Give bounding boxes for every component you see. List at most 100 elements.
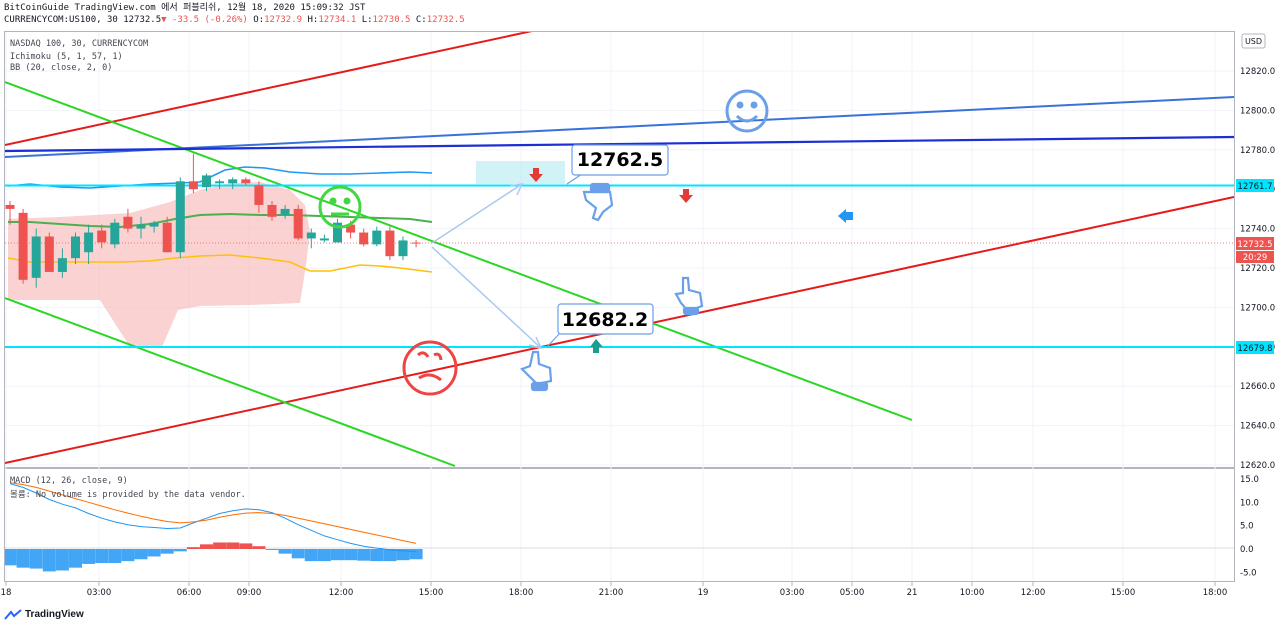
candle-body [254,185,264,205]
macd-histogram-bar [16,549,30,568]
currency-button-label: USD [1245,37,1262,46]
tradingview-logo-icon [4,609,22,620]
down-arrow-marker-1 [529,168,543,182]
macd-histogram-bar [95,549,109,563]
candle-body [267,204,277,217]
macd-histogram-bar [370,549,384,562]
candle-body [385,230,395,257]
publish-info: BitCoinGuide TradingView.com 에서 퍼블리쉬, 12… [4,3,366,13]
change-text: ▼ -33.5 (-0.26%) [161,15,248,25]
candle-body [188,181,198,190]
callout-upper-text: 12762.5 [577,149,664,171]
macd-tick-label: 10.0 [1240,498,1259,508]
ichimoku-legend[interactable]: Ichimoku (5, 1, 57, 1) [10,52,123,62]
projection-down-arrow [431,246,542,349]
green-resistance-line [5,81,913,421]
price-tick-label: 12640.0 [1240,422,1275,432]
pointing-hand-icon-upper [582,182,614,222]
symbol-legend[interactable]: NASDAQ 100, 30, CURRENCYCOM [10,39,149,49]
macd-histogram-bar [173,549,187,552]
price-axis[interactable]: 12620.012640.012660.012680.012700.012720… [1240,67,1275,471]
volume-note: 볼륨: No volume is provided by the data ve… [10,490,246,500]
time-tick-label: 12:00 [1021,588,1046,598]
macd-histogram-bar [344,549,358,561]
candles [5,153,421,288]
callout-upper: 12762.5 [566,144,669,185]
sad-face-icon [402,340,458,396]
time-tick-label: 21 [907,588,918,598]
macd-histogram-bar [239,543,253,549]
callout-lower: 12682.2 [546,303,654,348]
candle-body [57,258,67,272]
bb-upper-band [7,166,433,189]
macd-legend[interactable]: MACD (12, 26, close, 9) [10,476,128,486]
candle-body [293,208,303,239]
time-axis[interactable]: 18 03:00 06:00 09:00 12:00 15:00 18:00 21:00 19 0… [1,582,1228,598]
macd-histogram-bar [396,549,410,561]
macd-histogram-bar [317,549,331,562]
lower-level-tag: 12679.8 [1236,341,1274,354]
macd-tick-label: 5.0 [1240,522,1254,532]
candle-body [71,236,80,259]
candle-body [398,240,408,257]
time-tick-label: 05:00 [840,588,865,598]
last-price-tag-text: 12732.5 [1237,240,1272,250]
upper-level-tag: 12761.7 [1236,179,1274,192]
candle-body [372,230,382,245]
countdown-tag-text: 20:29 [1243,253,1268,263]
red-channel-top [5,32,533,146]
macd-histogram-bar [252,546,266,549]
price-tick-label: 12620.0 [1240,461,1275,471]
currency-button[interactable]: USD [1241,33,1266,49]
macd-histogram-bar [278,549,292,554]
ohlc-info-line: CURRENCYCOM:US100, 30 12732.5▼ -33.5 (-0… [4,15,465,26]
candle-body [84,232,94,253]
candle-body [175,181,185,253]
candle-body [202,175,211,188]
time-tick-label: 21:00 [599,588,624,598]
candle-body [280,208,290,215]
projection-up-arrow [431,183,523,244]
projection-up-arrow-head [509,183,524,196]
time-tick-label: 18:00 [1203,588,1228,598]
price-tick-label: 12800.0 [1240,106,1275,116]
high-value: 12734.1 [318,15,357,25]
macd-histogram-bar [383,549,397,562]
candle-body [5,204,15,209]
candle-body [228,179,238,184]
candle-body [346,224,356,233]
macd-histogram-bar [186,547,200,549]
low-label: L: [361,15,373,25]
candle-body [31,236,41,278]
macd-histogram-bar [134,549,148,560]
left-arrow-marker [838,209,853,223]
last-price-text: 12732.5 [123,15,162,25]
callout-lower-text: 12682.2 [562,309,649,331]
blue-navy-line [5,135,1234,153]
macd-histogram-bar [331,549,344,561]
macd-histogram-bar [226,542,240,549]
price-tick-label: 12720.0 [1240,264,1275,274]
macd-histogram-bar [147,549,161,557]
projection-down-arrow-head [528,336,543,350]
time-tick-label: 03:00 [87,588,112,598]
candle-body [123,216,133,229]
macd-tick-label: 0.0 [1240,545,1254,555]
macd-histogram-bar [121,549,135,562]
neutral-face-icon [318,185,362,229]
macd-axis[interactable]: 15.0 10.0 5.0 0.0 -5.0 [1240,475,1259,578]
candle-body [359,232,369,245]
bb-legend[interactable]: BB (20, close, 2, 0) [10,63,113,73]
candle-body [136,224,146,229]
time-tick-label: 09:00 [237,588,262,598]
macd-histogram-bar [69,549,82,568]
macd-tick-label: -5.0 [1240,568,1257,578]
macd-histogram [5,542,423,572]
smiley-face-icon [725,89,769,133]
tradingview-logo[interactable]: TradingView [4,609,84,620]
upper-level-tag-text: 12761.7 [1237,182,1272,192]
high-label: H: [307,15,319,25]
macd-histogram-bar [82,549,96,564]
candle-body [149,222,159,227]
